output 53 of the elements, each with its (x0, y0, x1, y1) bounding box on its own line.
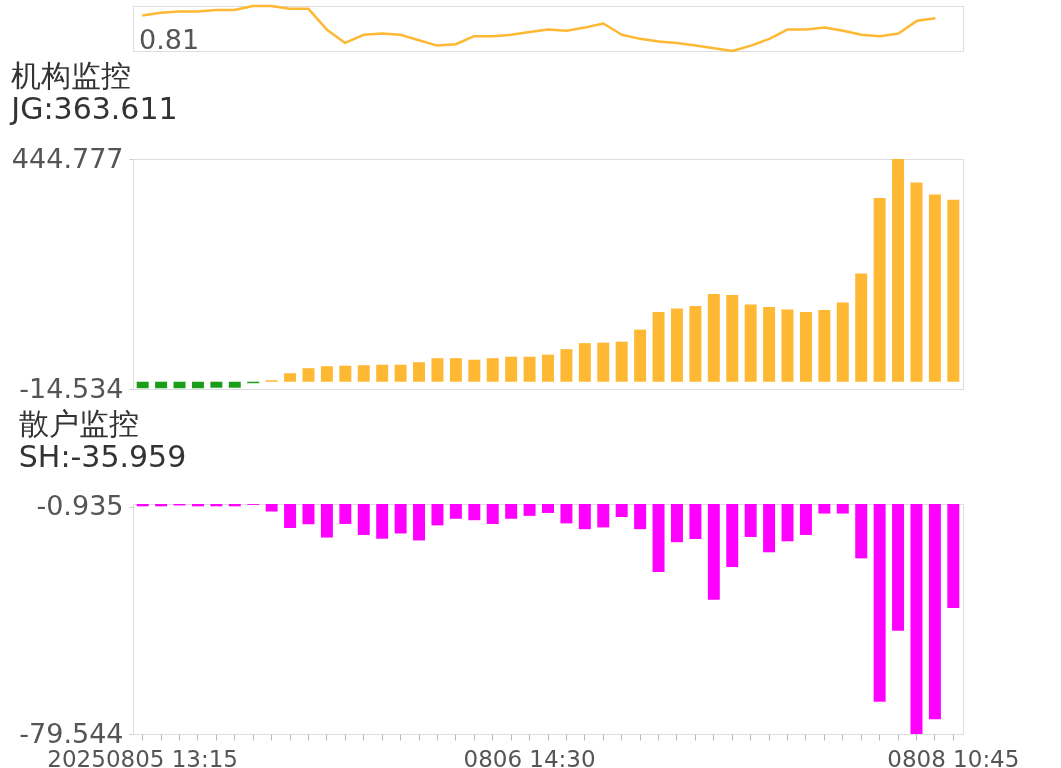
bar (634, 329, 647, 382)
bar (597, 342, 610, 382)
bar (836, 302, 849, 382)
bar (394, 364, 407, 382)
chart-subtitle: JG:363.611 (9, 91, 178, 126)
bar (320, 366, 333, 382)
bar (726, 295, 739, 382)
bar (339, 365, 352, 382)
bar (818, 310, 831, 382)
bar (578, 343, 591, 382)
bar (173, 381, 186, 389)
bar (376, 364, 389, 382)
bar (413, 362, 426, 382)
bar (191, 381, 204, 389)
bar (873, 197, 886, 382)
bar (210, 381, 223, 388)
bar (781, 309, 794, 382)
bar (892, 159, 905, 382)
bar (136, 381, 149, 389)
y-tick-label: 444.777 (11, 142, 124, 174)
bar (228, 381, 241, 388)
x-tick-label: 0806 14:30 (463, 745, 596, 768)
bar (652, 312, 665, 382)
bar (947, 199, 960, 382)
bar (449, 358, 462, 382)
chart-title: 机构监控 (11, 58, 132, 93)
bar (744, 304, 757, 382)
bar (670, 308, 683, 382)
bar (431, 358, 444, 382)
bar (560, 349, 573, 382)
bar (910, 182, 923, 382)
bar (928, 194, 941, 382)
bar (542, 354, 554, 382)
bar (302, 368, 315, 382)
annotation: 0.81 (139, 24, 200, 55)
bar (505, 356, 518, 382)
bar (855, 273, 868, 382)
bar (707, 294, 720, 382)
bar (689, 306, 702, 382)
bar (615, 341, 628, 382)
bar (799, 312, 812, 382)
y-tick-label: -0.935 (36, 490, 124, 522)
bar (468, 359, 481, 382)
bar (357, 365, 370, 382)
bar (523, 356, 536, 382)
x-tick-label: 0808 10:45 (887, 745, 1020, 768)
chart-title: 散户监控 (18, 405, 139, 441)
chart-subtitle: SH:-35.959 (18, 438, 187, 474)
bar (763, 307, 776, 382)
bar (284, 373, 297, 382)
bar (486, 358, 499, 382)
bar (155, 381, 168, 389)
y-tick-label: -14.534 (19, 372, 124, 404)
